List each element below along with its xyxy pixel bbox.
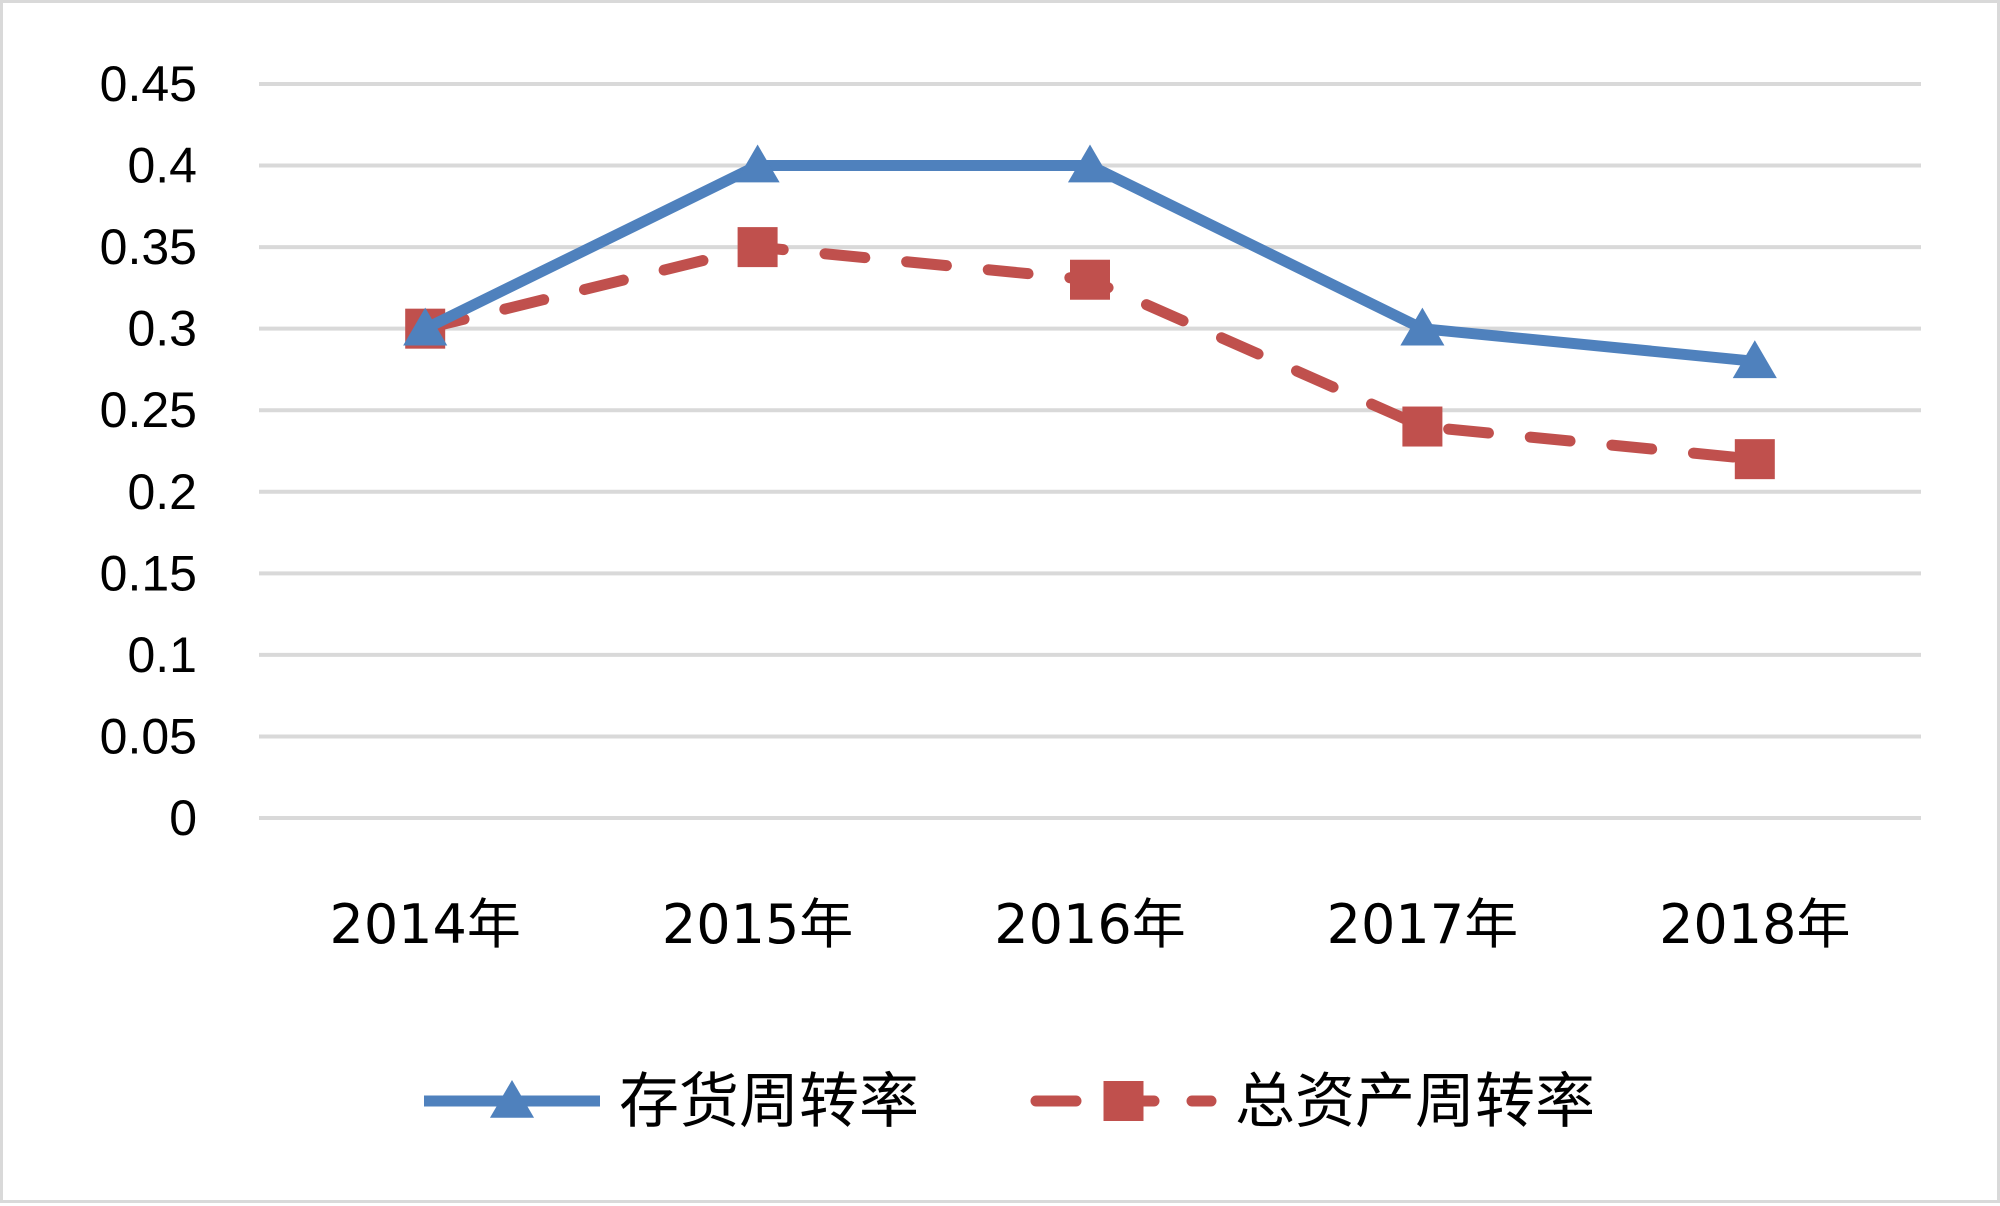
- gridlines: [259, 82, 1921, 820]
- data-point-square: [737, 227, 778, 268]
- x-tick-label: 2018年: [1659, 893, 1850, 956]
- y-axis-ticks: 0 0.05 0.1 0.15 0.2 0.25 0.3 0.35 0.4 0.45: [100, 56, 197, 846]
- legend-marker-square: [1103, 1081, 1144, 1121]
- y-tick-label: 0: [169, 790, 197, 846]
- data-point-triangle: [1732, 340, 1777, 379]
- x-axis-ticks: 2014年 2015年 2016年 2017年 2018年: [329, 893, 1850, 956]
- data-point-triangle: [1067, 144, 1113, 183]
- y-tick-label: 0.15: [100, 545, 197, 601]
- y-tick-label: 0.35: [100, 219, 197, 275]
- legend-marker-triangle: [489, 1080, 535, 1118]
- data-point-square: [1402, 406, 1443, 447]
- series-0: [403, 144, 1777, 379]
- y-tick-label: 0.45: [100, 56, 197, 112]
- x-tick-label: 2017年: [1327, 893, 1518, 956]
- line-chart: 00.050.10.150.20.250.30.350.40.45 2014年 2…: [100, 56, 1921, 1137]
- x-tick-label: 2015年: [662, 893, 853, 956]
- legend-item: 存货周转率: [424, 1067, 919, 1137]
- legend-item: 总资产周转率: [1030, 1067, 1595, 1137]
- data-point-triangle: [403, 307, 448, 346]
- y-tick-label: 0.05: [100, 708, 197, 764]
- y-tick-label: 0.2: [127, 464, 197, 520]
- legend: 存货周转率 总资产周转率: [424, 1067, 1595, 1137]
- data-point-triangle: [1400, 307, 1445, 346]
- y-tick-label: 0.25: [100, 382, 197, 438]
- x-tick-label: 2016年: [994, 893, 1185, 956]
- series-lines: [403, 144, 1777, 480]
- series-1: [405, 227, 1775, 480]
- data-point-triangle: [735, 144, 780, 183]
- legend-label: 存货周转率: [619, 1067, 919, 1137]
- y-tick-label: 0.1: [127, 627, 197, 683]
- x-tick-label: 2014年: [329, 893, 520, 956]
- y-tick-label: 0.4: [127, 138, 197, 194]
- data-point-square: [1734, 439, 1775, 480]
- legend-label: 总资产周转率: [1235, 1067, 1595, 1137]
- y-tick-label: 0.3: [127, 301, 197, 357]
- data-point-square: [1070, 259, 1110, 300]
